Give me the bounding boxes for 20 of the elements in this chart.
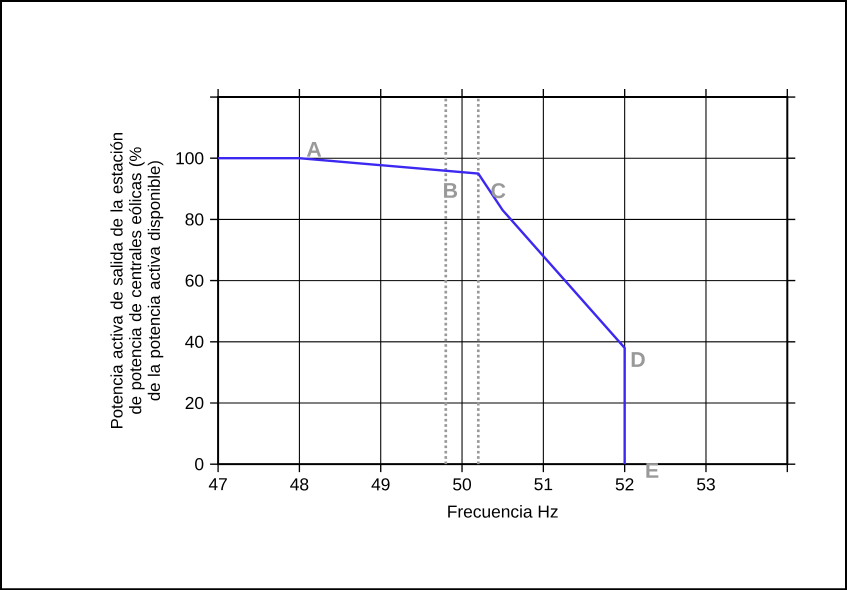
line-series	[216, 156, 626, 466]
x-tick-label: 53	[697, 478, 715, 490]
y-tick-label: 100	[176, 152, 204, 164]
x-tick-label: 47	[208, 478, 227, 490]
x-tick-label: 52	[616, 478, 634, 490]
annotation: C	[491, 183, 506, 198]
x-axis-title: Frecuencia Hz	[448, 504, 558, 518]
annotation: D	[632, 352, 645, 367]
x-tick-label: 50	[453, 478, 472, 490]
y-axis-title: Potencia activa de salida de la estación de potencia de centrales eólicas (% de la potencia activa disponible)	[110, 132, 164, 428]
y-tick-label: 20	[186, 396, 204, 410]
x-tick-label: 49	[371, 478, 390, 490]
x-tick-label: 48	[290, 478, 308, 490]
x-tick-label: 51	[534, 478, 552, 490]
y-tick-label: 60	[186, 274, 204, 287]
annotation: A	[306, 142, 322, 157]
y-tick-label: 40	[185, 336, 204, 348]
annotation: E	[646, 462, 658, 478]
y-tick-label: 80	[186, 213, 204, 226]
y-tick-label: 0	[195, 458, 204, 470]
